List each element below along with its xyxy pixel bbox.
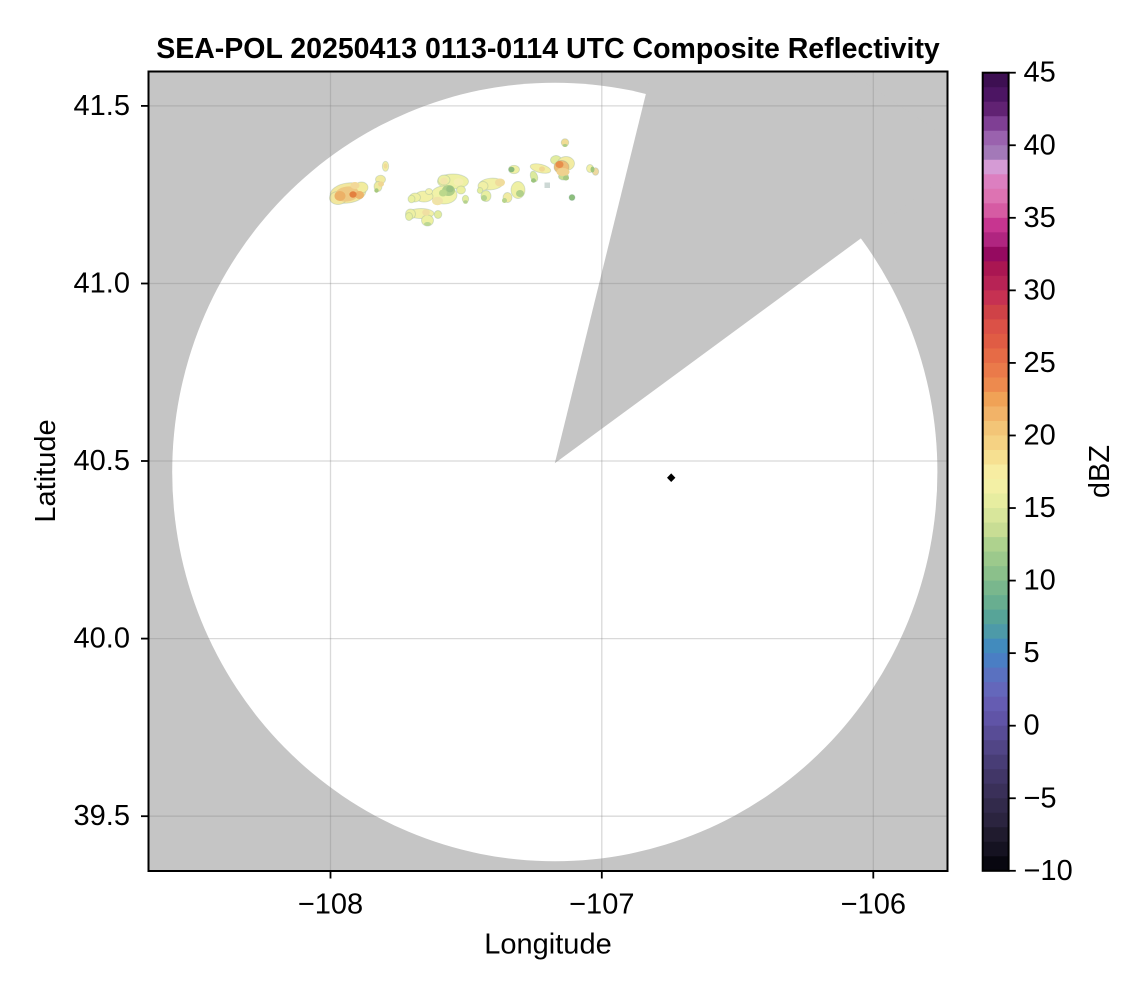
svg-text:10: 10: [1024, 565, 1056, 597]
svg-text:−10: −10: [1024, 855, 1073, 887]
svg-text:40: 40: [1024, 129, 1056, 161]
svg-text:−107: −107: [569, 889, 634, 921]
svg-text:25: 25: [1024, 347, 1056, 379]
svg-text:Longitude: Longitude: [484, 929, 611, 961]
svg-text:40.5: 40.5: [74, 445, 130, 477]
svg-text:41.5: 41.5: [74, 90, 130, 122]
svg-text:20: 20: [1024, 419, 1056, 451]
svg-text:45: 45: [1024, 57, 1056, 89]
svg-text:30: 30: [1024, 274, 1056, 306]
svg-text:5: 5: [1024, 637, 1040, 669]
svg-text:0: 0: [1024, 710, 1040, 742]
svg-text:−106: −106: [841, 889, 906, 921]
svg-text:dBZ: dBZ: [1084, 445, 1116, 498]
svg-text:−108: −108: [298, 889, 363, 921]
svg-text:Latitude: Latitude: [30, 419, 62, 522]
svg-text:40.0: 40.0: [74, 623, 130, 655]
svg-text:39.5: 39.5: [74, 800, 130, 832]
svg-text:−5: −5: [1024, 782, 1057, 814]
svg-text:15: 15: [1024, 492, 1056, 524]
svg-text:SEA-POL 20250413 0113-0114 UTC: SEA-POL 20250413 0113-0114 UTC Composite…: [156, 33, 940, 65]
svg-text:35: 35: [1024, 202, 1056, 234]
svg-text:41.0: 41.0: [74, 268, 130, 300]
